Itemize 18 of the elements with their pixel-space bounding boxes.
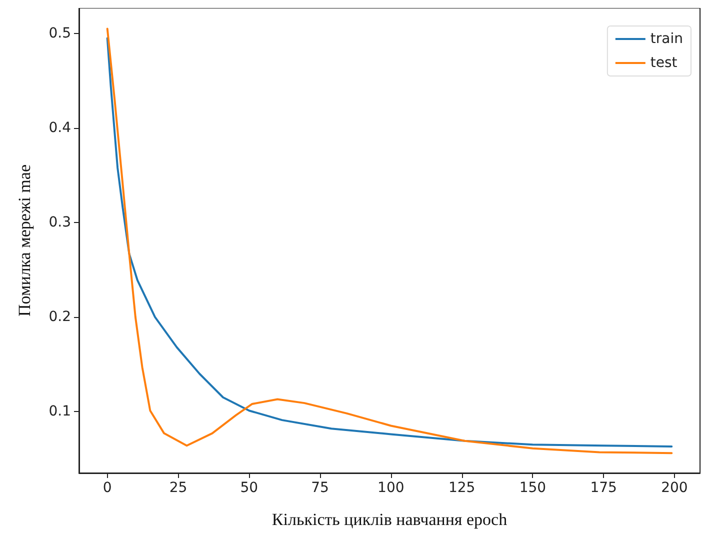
y-tick-label: 0.2 — [48, 309, 71, 326]
y-tick-label: 0.3 — [48, 214, 71, 231]
x-tick-label: 175 — [590, 480, 617, 496]
x-tick-label: 0 — [102, 480, 112, 496]
x-tick-label: 25 — [169, 480, 188, 496]
legend-label: test — [650, 55, 678, 71]
x-tick-label: 150 — [519, 480, 546, 496]
x-axis-title: Кількість циклів навчання epoch — [272, 510, 508, 529]
y-tick-label: 0.5 — [48, 26, 71, 42]
x-tick-label: 200 — [661, 480, 688, 496]
legend-label: train — [650, 31, 684, 47]
y-tick-label: 0.1 — [48, 404, 71, 420]
y-tick-label: 0.4 — [48, 120, 72, 136]
x-tick-label: 125 — [448, 480, 476, 496]
x-tick-label: 100 — [378, 480, 404, 496]
x-tick-label: 50 — [240, 480, 258, 496]
x-tick-label: 75 — [311, 480, 329, 496]
y-axis-title: Помилка мережі mae — [15, 164, 34, 316]
